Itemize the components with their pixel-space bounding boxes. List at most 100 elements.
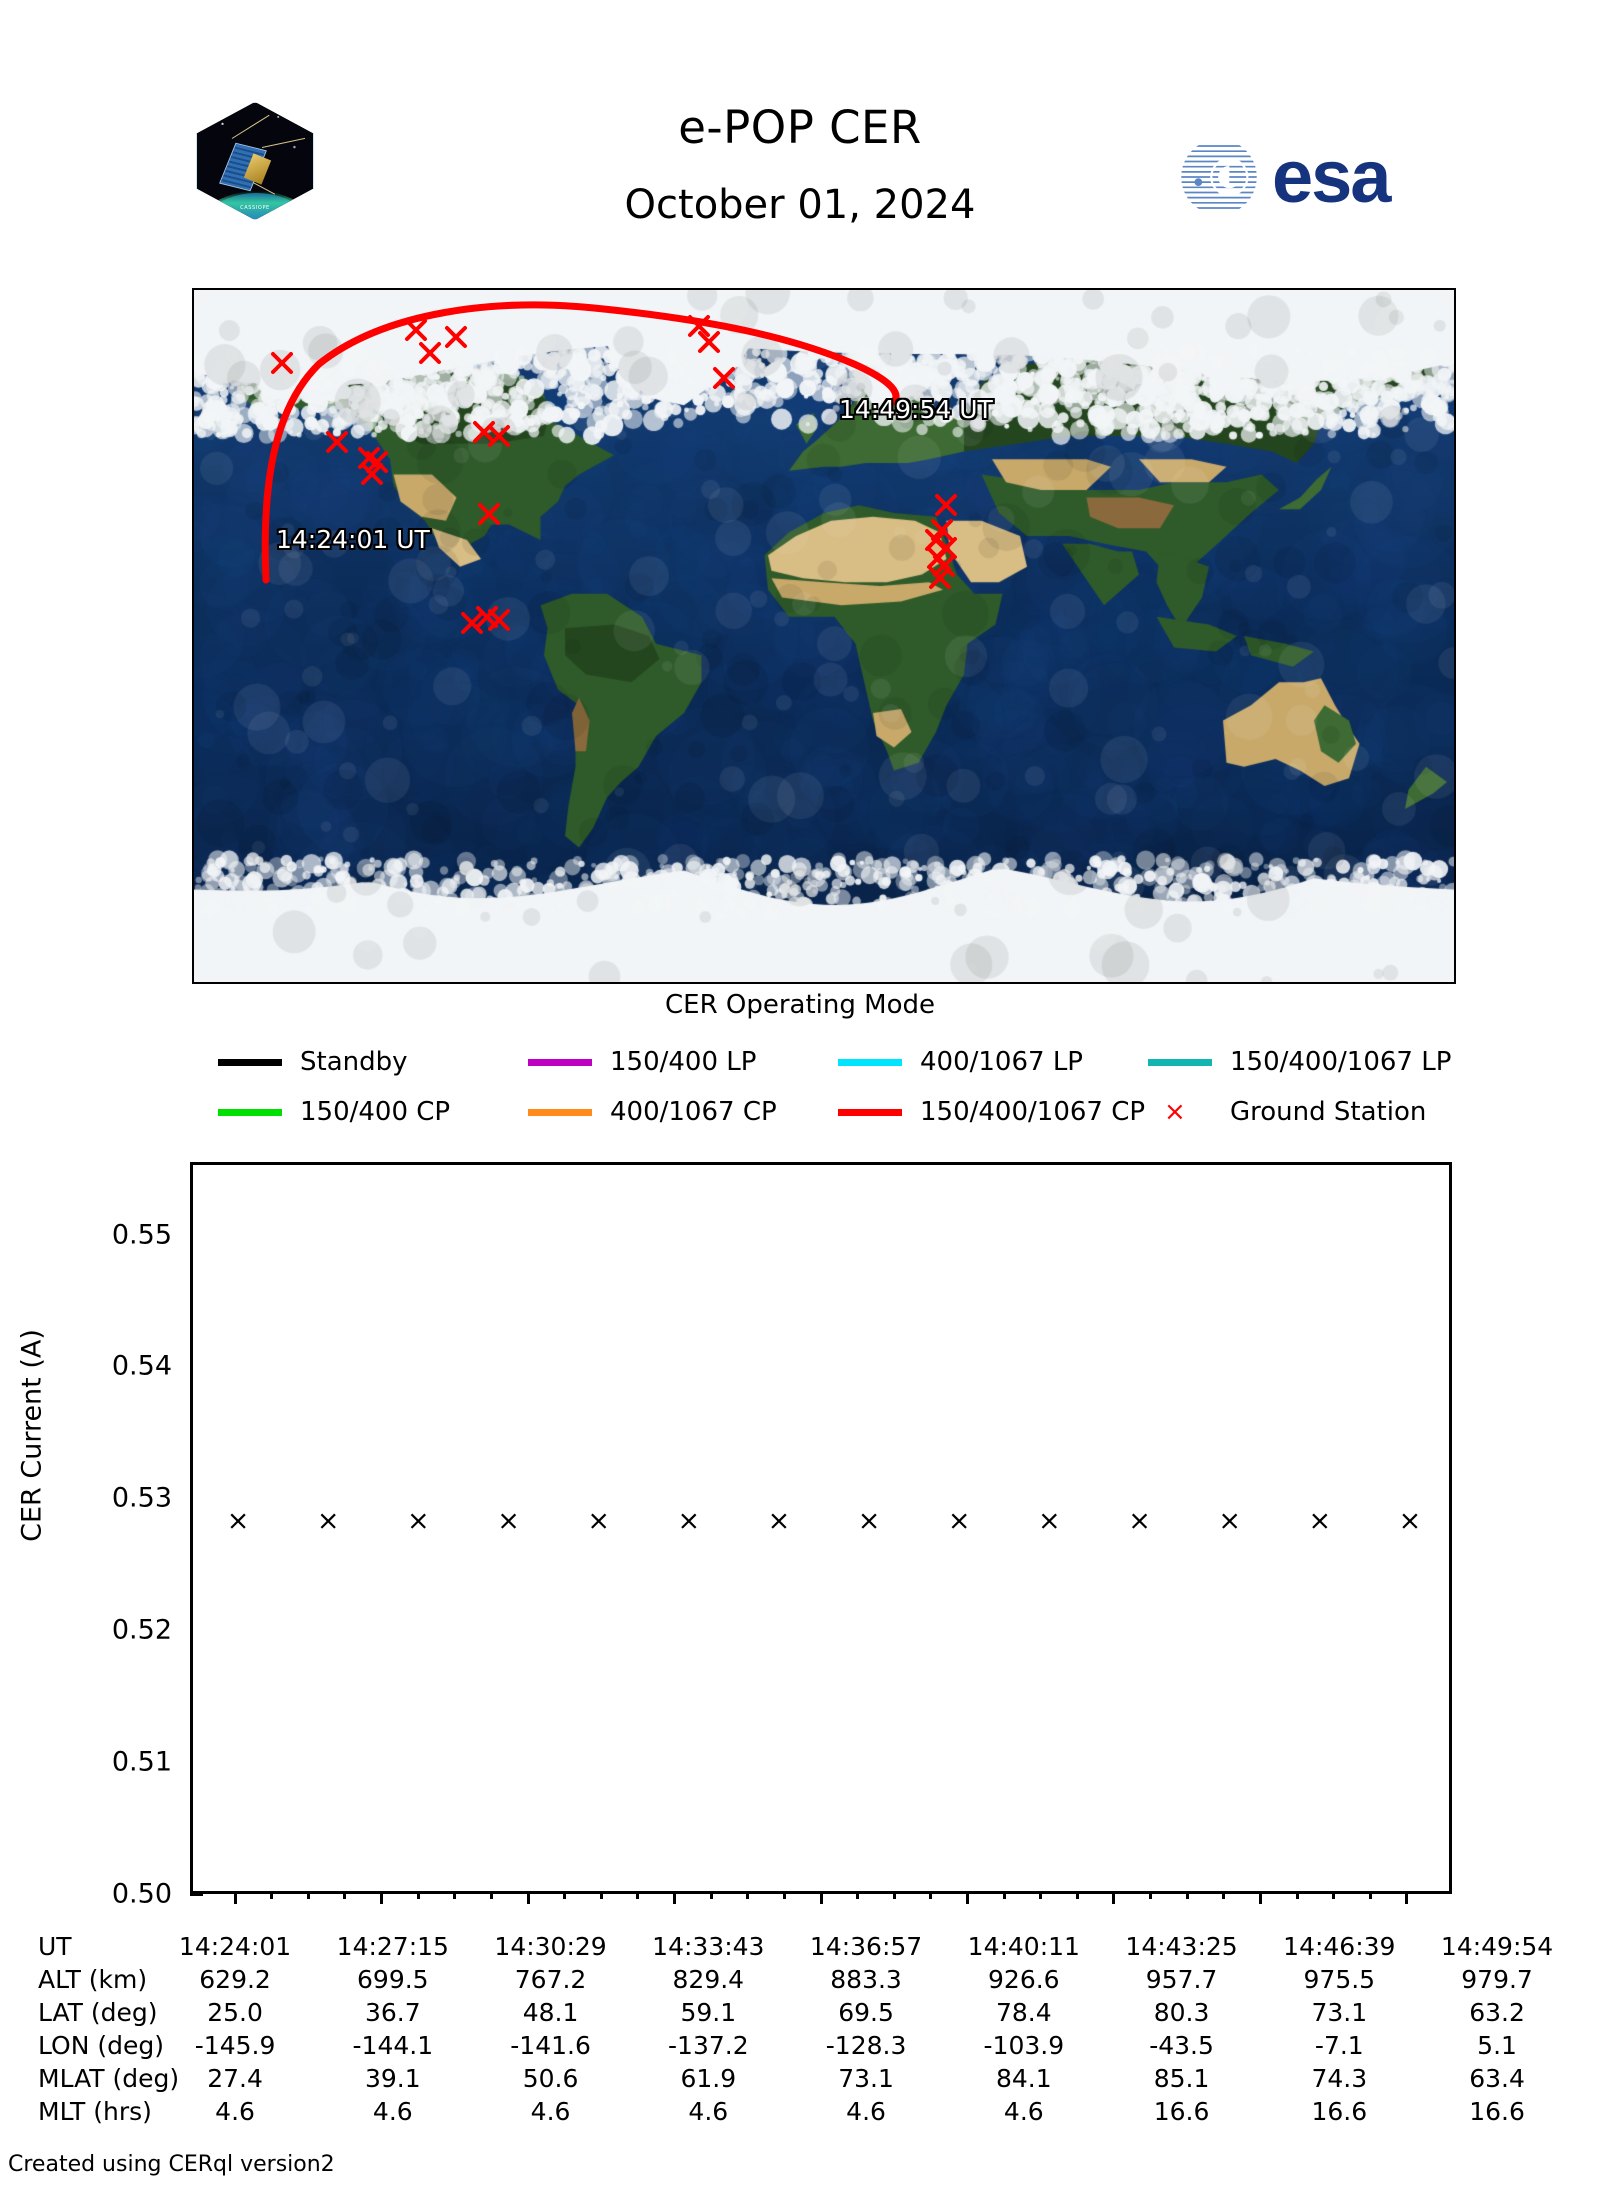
y-tick-label: 0.50 xyxy=(22,1879,172,1910)
legend-label: 150/400/1067 LP xyxy=(1230,1044,1451,1080)
table-cell: -141.6 xyxy=(472,2029,630,2062)
table-cell: 829.4 xyxy=(629,1963,787,1996)
x-tick-minor xyxy=(929,1891,932,1899)
table-cell: 14:40:11 xyxy=(945,1930,1103,1963)
table-cell: 39.1 xyxy=(314,2062,472,2095)
esa-logo: esa xyxy=(1176,134,1466,220)
table-cell: 4.6 xyxy=(629,2095,787,2128)
x-tick-major xyxy=(380,1891,383,1904)
ephemeris-table-grid: UT 14:24:01 14:27:15 14:30:29 14:33:43 14:36:… xyxy=(30,1930,1576,2128)
x-tick-minor xyxy=(453,1891,456,1899)
table-cell: 16.6 xyxy=(1103,2095,1261,2128)
esa-wordmark: esa xyxy=(1272,138,1389,216)
data-point-marker: × xyxy=(768,1508,791,1535)
ground-station-marker xyxy=(273,354,291,372)
table-row: LAT (deg) 25.0 36.7 48.1 59.1 69.5 78.4 80.3 73.… xyxy=(30,1996,1576,2029)
table-row-header: ALT (km) xyxy=(30,1963,156,1996)
data-point-marker: × xyxy=(587,1508,610,1535)
table-cell: 80.3 xyxy=(1103,1996,1261,2029)
table-cell: -128.3 xyxy=(787,2029,945,2062)
x-tick-minor xyxy=(1222,1891,1225,1899)
table-cell: 61.9 xyxy=(629,2062,787,2095)
table-cell: 73.1 xyxy=(787,2062,945,2095)
ground-station-marker xyxy=(715,369,733,387)
table-cell: 4.6 xyxy=(787,2095,945,2128)
x-tick-minor xyxy=(1003,1891,1006,1899)
table-cell: 59.1 xyxy=(629,1996,787,2029)
legend-label: 400/1067 CP xyxy=(610,1094,777,1130)
table-cell: 85.1 xyxy=(1103,2062,1261,2095)
x-tick-major xyxy=(966,1891,969,1904)
table-cell: 84.1 xyxy=(945,2062,1103,2095)
y-tick-label: 0.51 xyxy=(22,1747,172,1778)
x-tick-major xyxy=(1112,1891,1115,1904)
legend-label: 150/400 CP xyxy=(300,1094,450,1130)
legend-color-swatch xyxy=(838,1109,902,1116)
table-cell: 926.6 xyxy=(945,1963,1103,1996)
table-cell: 14:24:01 xyxy=(156,1930,314,1963)
x-tick-major xyxy=(527,1891,530,1904)
x-tick-major xyxy=(1405,1891,1408,1904)
data-point-marker: × xyxy=(497,1508,520,1535)
table-row: ALT (km) 629.2 699.5 767.2 829.4 883.3 926.6 95… xyxy=(30,1963,1576,1996)
plot-data-area: × × × × × × × × × × × × × × xyxy=(193,1165,1449,1891)
x-tick-minor xyxy=(710,1891,713,1899)
table-cell: 5.1 xyxy=(1418,2029,1576,2062)
table-cell: 14:46:39 xyxy=(1260,1930,1418,1963)
map-start-time-label: 14:24:01 UT xyxy=(276,525,430,554)
data-point-marker: × xyxy=(948,1508,971,1535)
x-tick-minor xyxy=(343,1891,346,1899)
map-caption: CER Operating Mode xyxy=(0,990,1600,1020)
x-tick-minor xyxy=(893,1891,896,1899)
table-cell: -43.5 xyxy=(1103,2029,1261,2062)
x-tick-minor xyxy=(563,1891,566,1899)
table-cell: 975.5 xyxy=(1260,1963,1418,1996)
footer-note: Created using CERql version2 xyxy=(8,2152,335,2177)
ground-station-marker xyxy=(480,505,498,523)
legend-row: 150/400 CP 400/1067 CP 150/400/1067 CP × Gro… xyxy=(0,1090,1600,1136)
x-tick-minor xyxy=(636,1891,639,1899)
table-cell: 63.2 xyxy=(1418,1996,1576,2029)
table-cell: 14:36:57 xyxy=(787,1930,945,1963)
ground-station-marker xyxy=(447,328,465,346)
map-end-time-label: 14:49:54 UT xyxy=(839,395,993,424)
table-cell: 699.5 xyxy=(314,1963,472,1996)
x-tick-minor xyxy=(1369,1891,1372,1899)
data-point-marker: × xyxy=(1038,1508,1061,1535)
table-cell: 979.7 xyxy=(1418,1963,1576,1996)
data-point-marker: × xyxy=(1308,1508,1331,1535)
data-point-marker: × xyxy=(677,1508,700,1535)
y-axis-tick-labels: 0.50 0.51 0.52 0.53 0.54 0.55 xyxy=(20,0,172,2200)
table-row: MLAT (deg) 27.4 39.1 50.6 61.9 73.1 84.1 85.1 74… xyxy=(30,2062,1576,2095)
cer-current-plot: × × × × × × × × × × × × × × xyxy=(190,1162,1452,1894)
table-cell: 14:33:43 xyxy=(629,1930,787,1963)
data-point-marker: × xyxy=(1218,1508,1241,1535)
legend-label: Ground Station xyxy=(1230,1094,1426,1130)
x-tick-minor xyxy=(490,1891,493,1899)
table-row-header: LON (deg) xyxy=(30,2029,156,2062)
x-tick-major xyxy=(1259,1891,1262,1904)
data-point-marker: × xyxy=(1399,1508,1422,1535)
table-cell: -145.9 xyxy=(156,2029,314,2062)
data-point-marker: × xyxy=(407,1508,430,1535)
table-row-header: MLAT (deg) xyxy=(30,2062,156,2095)
legend-label: Standby xyxy=(300,1044,408,1080)
x-tick-minor xyxy=(1186,1891,1189,1899)
table-cell: 78.4 xyxy=(945,1996,1103,2029)
table-cell: 74.3 xyxy=(1260,2062,1418,2095)
map-overlay xyxy=(194,290,1454,982)
legend-color-swatch xyxy=(1148,1059,1212,1066)
x-tick-minor xyxy=(1332,1891,1335,1899)
data-point-marker: × xyxy=(317,1508,340,1535)
x-tick-minor xyxy=(1149,1891,1152,1899)
legend-label: 150/400 LP xyxy=(610,1044,756,1080)
data-point-marker: × xyxy=(227,1508,250,1535)
legend-row: Standby 150/400 LP 400/1067 LP 150/400/1067… xyxy=(0,1040,1600,1086)
x-tick-major xyxy=(820,1891,823,1904)
table-cell: -103.9 xyxy=(945,2029,1103,2062)
x-tick-minor xyxy=(270,1891,273,1899)
table-cell: 14:49:54 xyxy=(1418,1930,1576,1963)
x-tick-minor xyxy=(1296,1891,1299,1899)
x-tick-minor xyxy=(1039,1891,1042,1899)
x-tick-minor xyxy=(600,1891,603,1899)
